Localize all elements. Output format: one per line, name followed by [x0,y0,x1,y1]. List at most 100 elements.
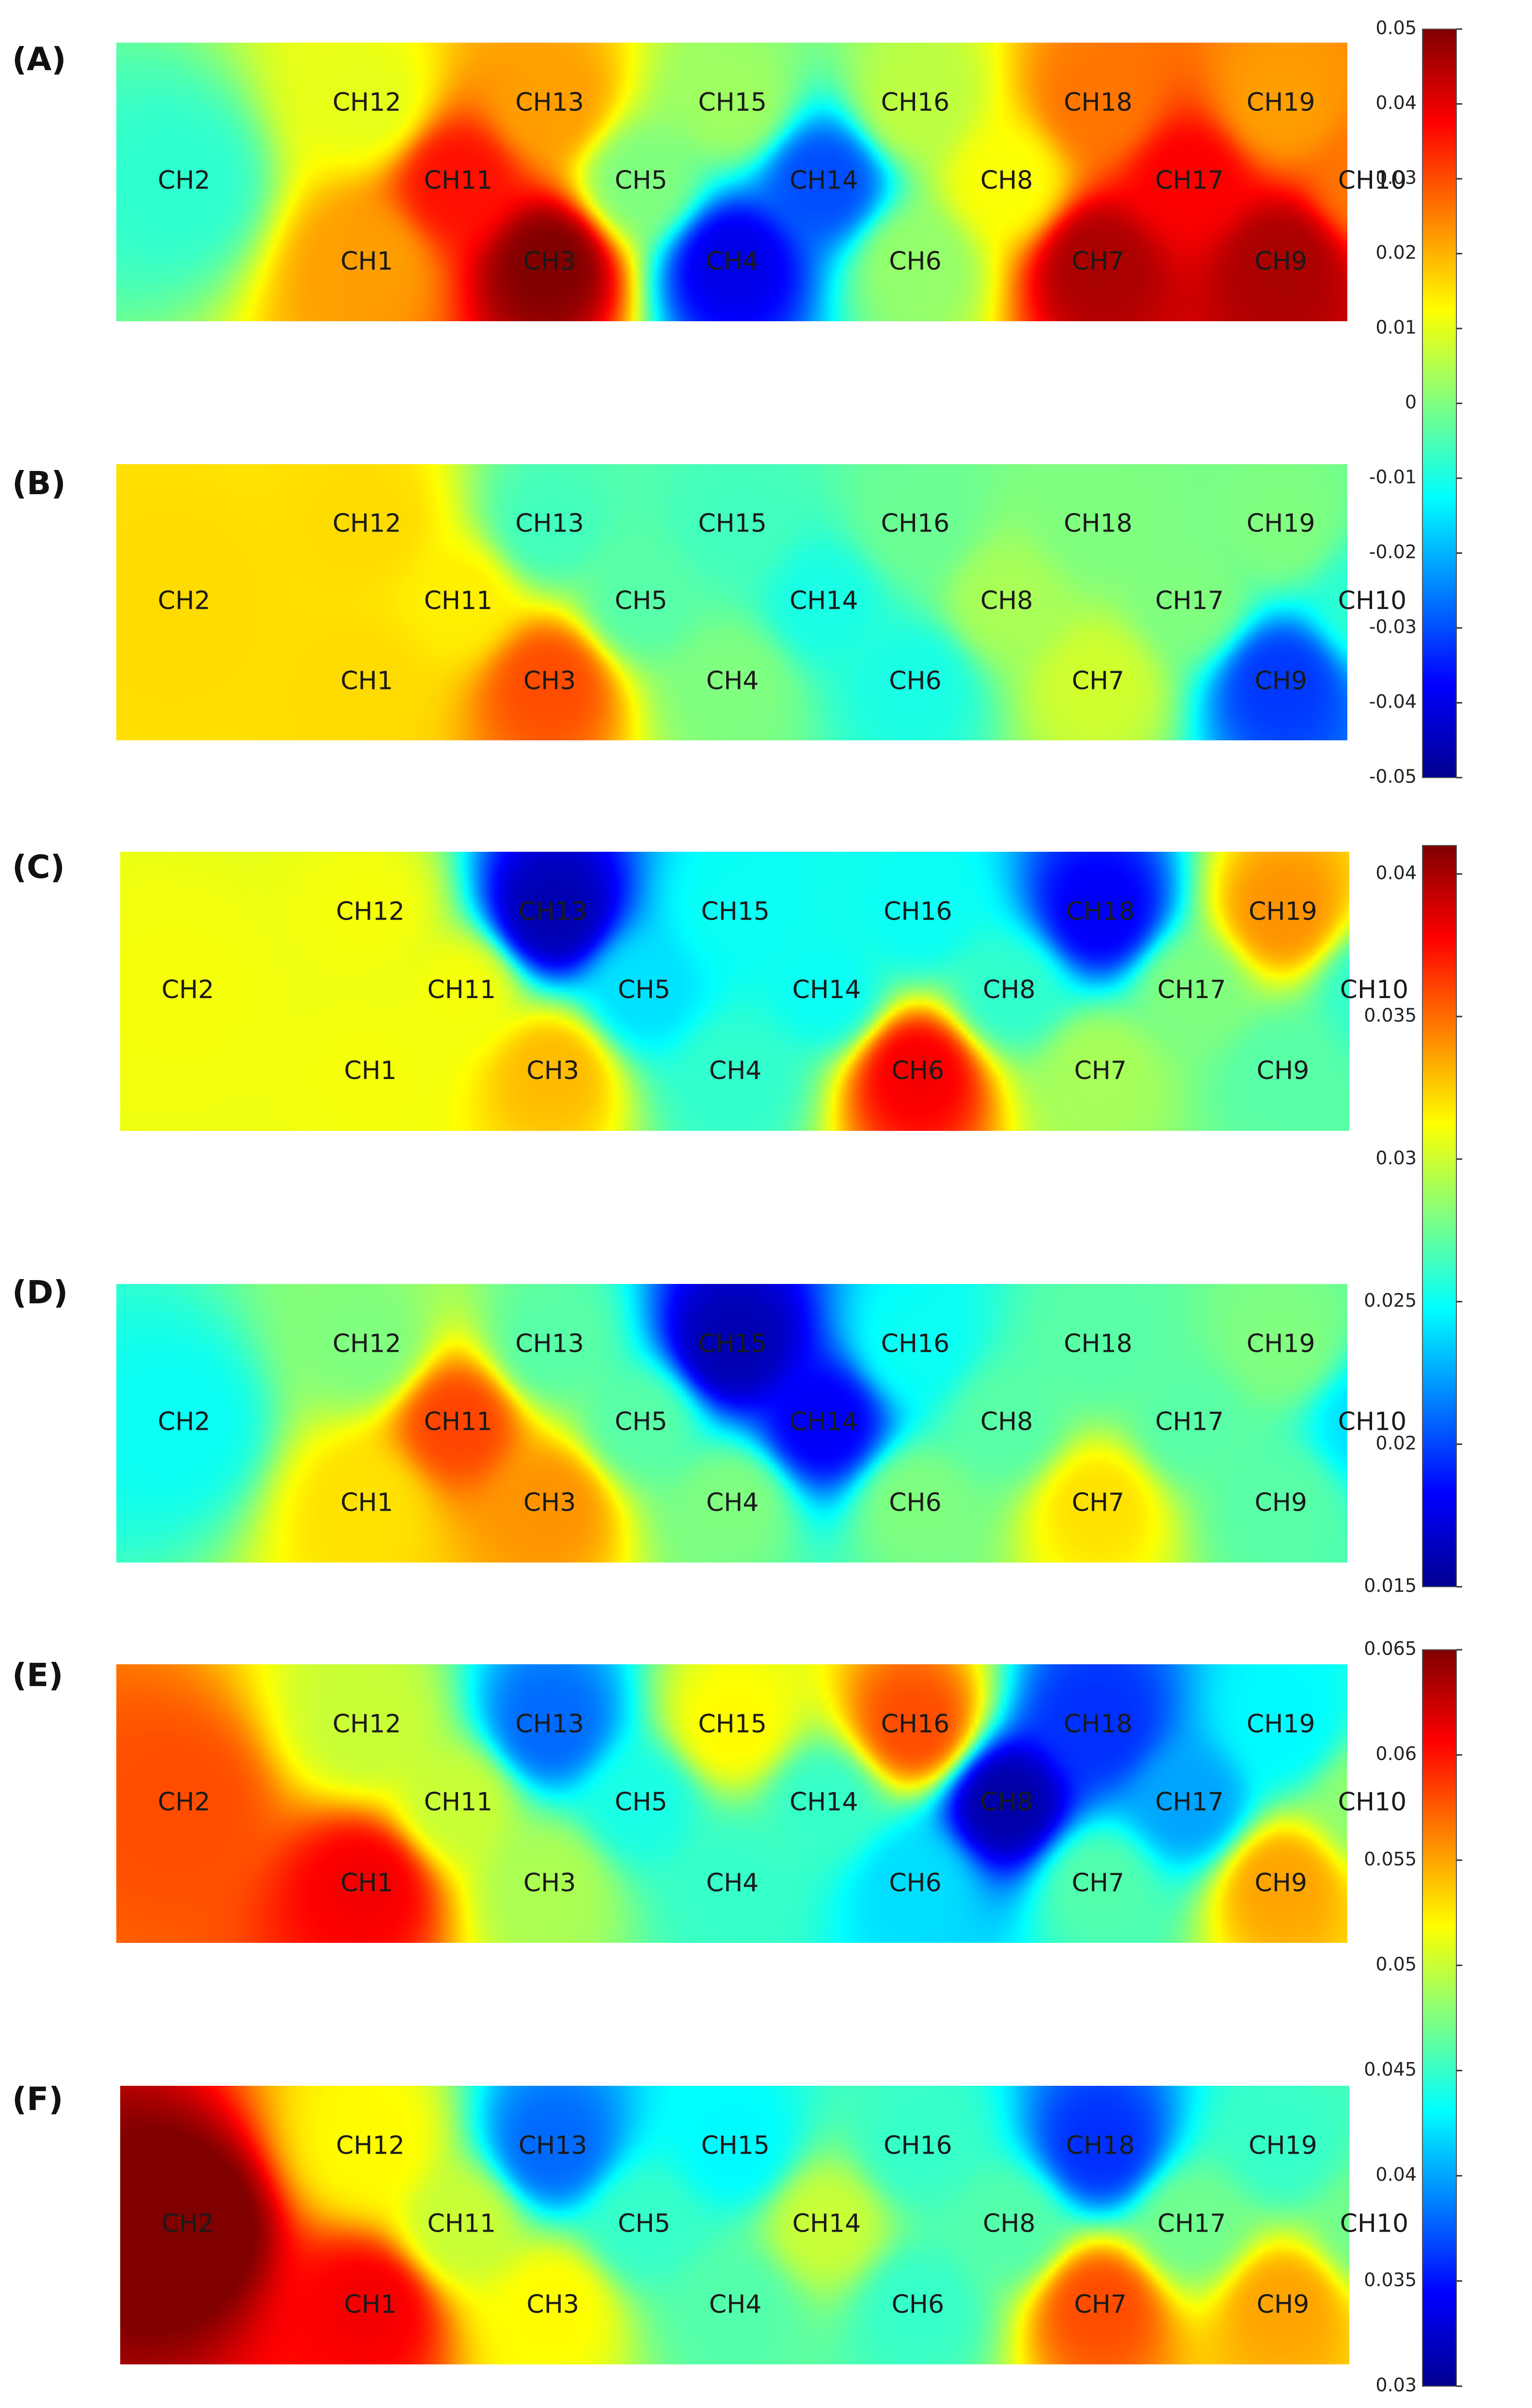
channel-label: CH5 [615,166,667,195]
channel-label: CH9 [1257,1056,1310,1085]
heatmap-surface [116,43,1347,321]
channel-label: CH3 [523,666,576,695]
channel-label: CH4 [706,1868,759,1897]
heatmap-panel: (E) CH1 CH2 CH3 CH4 CH5 CH6 CH7 CH8 CH9 CH10 CH11 CH… [12,1657,1406,1943]
channel-label: CH13 [515,1329,584,1359]
channel-label: CH6 [889,247,942,276]
colorbar-tick-label: 0.03 [1375,1147,1417,1169]
channel-label: CH12 [332,509,401,538]
colorbar-tick-label: 0.055 [1364,1848,1417,1870]
channel-label: CH8 [980,1788,1033,1817]
channel-label: CH8 [980,586,1033,615]
channel-label: CH19 [1247,509,1315,538]
colorbar-tick-label: 0.045 [1364,2059,1417,2080]
channel-label: CH14 [790,1788,858,1817]
channel-label: CH4 [706,666,759,695]
channel-label: CH10 [1340,2209,1409,2238]
channel-label: CH1 [341,247,394,276]
channel-label: CH15 [698,1710,767,1739]
channel-label: CH14 [790,1407,858,1437]
channel-label: CH11 [424,586,493,615]
channel-label: CH7 [1074,1056,1127,1085]
heatmap-panel: (C) CH1 CH2 CH3 CH4 CH5 CH6 CH7 CH8 CH9 CH10 CH11 CH… [12,848,1408,1131]
channel-label: CH10 [1338,1788,1407,1817]
colorbar-tick-label: 0.035 [1364,1005,1417,1026]
colorbar: 0.065 0.06 0.055 0.05 0.045 0.04 0.035 0.03 [1364,1638,1462,2396]
channel-label: CH11 [424,1407,493,1437]
panel-label: (D) [12,1274,68,1311]
colorbar-tick-label: -0.01 [1369,467,1417,488]
panels-layer: (A) CH1 CH2 CH3 CH4 CH5 CH6 CH7 CH8 CH9 CH10 CH11 CH… [12,41,1408,2364]
channel-label: CH5 [615,1407,667,1437]
channel-label: CH1 [341,1868,394,1897]
channel-label: CH18 [1064,1329,1133,1359]
channel-label: CH14 [792,975,861,1004]
channel-label: CH7 [1074,2290,1127,2319]
channel-label: CH16 [884,897,952,926]
heatmap-panel: (D) CH1 CH2 CH3 CH4 CH5 CH6 CH7 CH8 CH9 CH10 CH11 CH… [12,1274,1406,1563]
channel-label: CH9 [1255,1868,1308,1897]
heatmap-panel: (B) CH1 CH2 CH3 CH4 CH5 CH6 CH7 CH8 CH9 CH10 CH11 CH… [12,464,1406,740]
channel-label: CH13 [519,2131,587,2160]
channel-label: CH10 [1340,975,1409,1004]
heatmap-surface [120,2086,1349,2364]
channel-label: CH18 [1066,2131,1135,2160]
colorbar-gradient [1422,845,1457,1587]
channel-label: CH9 [1257,2290,1310,2319]
channel-label: CH7 [1072,666,1124,695]
colorbar-tick-label: 0.03 [1375,167,1417,188]
colorbar-tick-label: 0.04 [1375,862,1417,883]
channel-label: CH14 [790,166,858,195]
colorbar-tick-label: 0.02 [1375,242,1417,263]
colorbar-tick-label: 0.065 [1364,1638,1417,1659]
channel-label: CH17 [1155,586,1224,615]
colorbar-tick-label: 0.05 [1375,1954,1417,1975]
channel-label: CH7 [1072,1488,1124,1517]
channel-label: CH5 [615,586,667,615]
channel-label: CH16 [881,1710,950,1739]
channel-label: CH1 [344,1056,397,1085]
channel-label: CH6 [892,2290,945,2319]
channel-label: CH8 [980,166,1033,195]
colorbar-tick-label: -0.02 [1369,541,1417,563]
channel-label: CH12 [336,897,405,926]
channel-label: CH5 [618,2209,671,2238]
channel-label: CH16 [884,2131,952,2160]
colorbar-tick-label: 0.05 [1375,17,1417,39]
channel-label: CH9 [1255,666,1308,695]
panel-label: (A) [12,41,66,78]
colorbar-tick-label: -0.04 [1369,691,1417,712]
panel-label: (C) [12,848,65,886]
colorbar: 0.04 0.035 0.03 0.025 0.02 0.015 [1364,845,1462,1596]
channel-label: CH15 [698,509,767,538]
channel-label: CH11 [427,2209,496,2238]
panel-label: (B) [12,465,66,502]
channel-label: CH9 [1255,247,1308,276]
channel-label: CH4 [709,2290,762,2319]
channel-label: CH8 [980,1407,1033,1437]
colorbar-tick-label: 0 [1405,391,1417,413]
channel-label: CH13 [515,88,584,117]
channel-label: CH8 [983,2209,1036,2238]
channel-label: CH3 [523,1868,576,1897]
channel-label: CH1 [341,1488,394,1517]
channel-label: CH9 [1255,1488,1308,1517]
channel-label: CH2 [158,586,210,615]
channel-label: CH5 [618,975,671,1004]
channel-label: CH14 [790,586,858,615]
channel-label: CH16 [881,88,950,117]
heatmap-panel: (F) CH1 CH2 CH3 CH4 CH5 CH6 CH7 CH8 CH9 CH10 CH11 CH… [12,2080,1408,2364]
channel-label: CH12 [332,1710,401,1739]
channel-label: CH15 [701,2131,770,2160]
channel-label: CH2 [158,1788,210,1817]
channel-label: CH3 [523,247,576,276]
channel-label: CH7 [1072,247,1124,276]
channel-label: CH17 [1157,975,1226,1004]
channel-label: CH15 [701,897,770,926]
colorbar-tick-label: 0.06 [1375,1743,1417,1765]
channel-label: CH3 [526,2290,579,2319]
channel-label: CH10 [1338,1407,1407,1437]
colorbar-tick-label: 0.04 [1375,2164,1417,2185]
channel-label: CH12 [332,1329,401,1359]
